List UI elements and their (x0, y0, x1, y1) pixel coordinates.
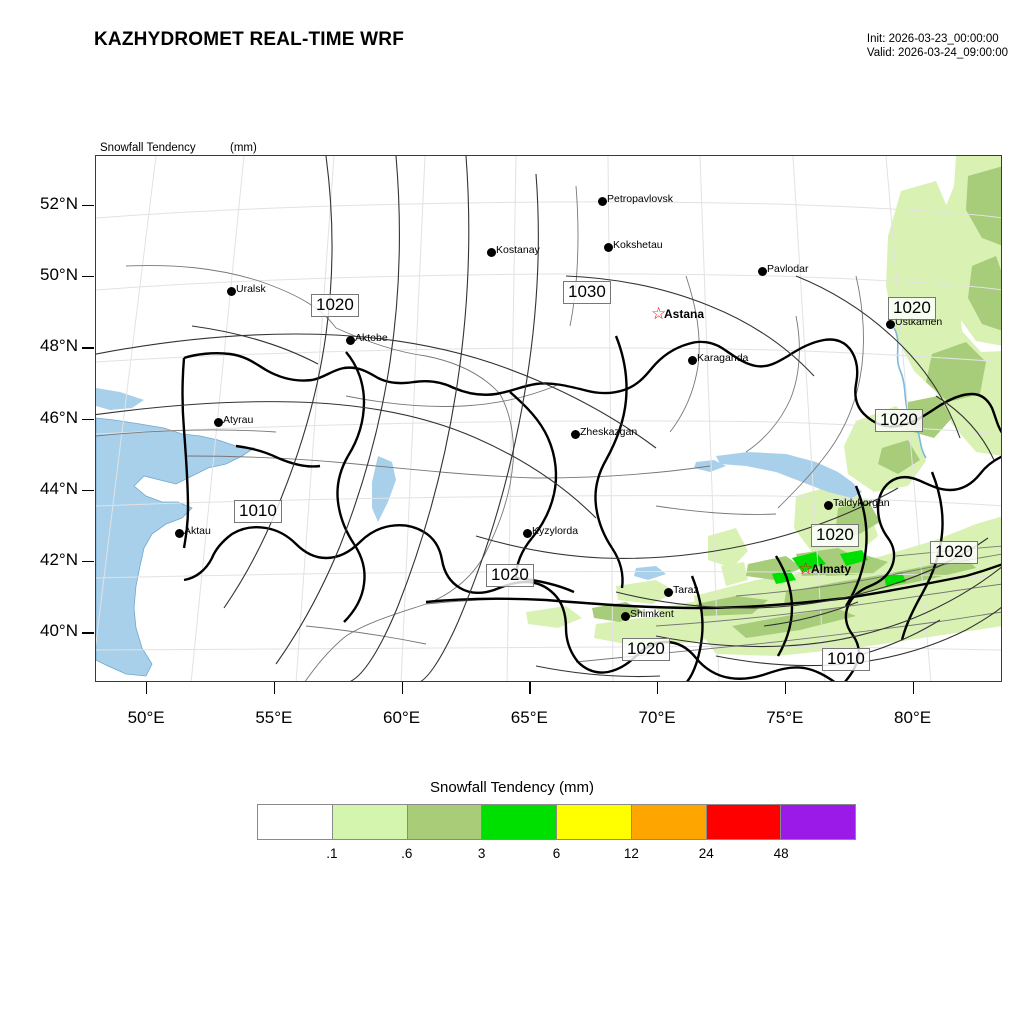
colorbar-tick: 6 (552, 846, 561, 861)
x-axis-tick-mark (912, 682, 914, 694)
y-axis-tick-mark (82, 489, 94, 492)
page-title: KAZHYDROMET REAL-TIME WRF (94, 29, 405, 50)
y-axis-tick-mark (82, 632, 94, 634)
variable-units-0: (mm) (230, 142, 257, 154)
y-axis-tick-label: 46°N (40, 407, 78, 427)
x-axis-tick-mark (401, 682, 403, 694)
colorbar-segment-0[interactable] (258, 805, 333, 839)
y-axis-tick-mark (82, 560, 94, 563)
colorbar-segment-4[interactable] (557, 805, 632, 839)
colorbar-title: Snowfall Tendency (mm) (430, 779, 594, 796)
x-axis-tick-mark (784, 682, 787, 694)
y-axis-tick-label: 44°N (40, 478, 78, 498)
y-axis-tick-label: 48°N (40, 336, 78, 356)
y-axis-tick-label: 52°N (40, 193, 78, 213)
pressure-isobars (96, 156, 1001, 681)
colorbar-tick: 48 (773, 846, 789, 861)
y-axis-tick-label: 42°N (40, 549, 78, 569)
x-axis-tick-label: 70°E (638, 708, 676, 727)
colorbar-tick: .6 (401, 846, 413, 861)
x-axis-tick-label: 50°E (127, 708, 165, 727)
y-axis-tick-label: 40°N (40, 621, 78, 641)
y-axis-tick-mark (82, 418, 94, 420)
colorbar-tick: 24 (698, 846, 714, 861)
colorbar-tick: 12 (623, 846, 639, 861)
water-bodies (96, 327, 927, 677)
y-axis-tick-mark (82, 276, 94, 278)
init-time: Init: 2026-03-23_00:00:00 (866, 33, 999, 45)
valid-time: Valid: 2026-03-24_09:00:00 (866, 47, 1008, 59)
model-run-info: Init: 2026-03-23_00:00:00 Valid: 2026-03… (867, 32, 1008, 60)
x-axis-tick-label: 75°E (766, 708, 804, 727)
colorbar-tick-labels: .1 .6 3 6 12 24 48 (257, 846, 856, 868)
colorbar-segment-2[interactable] (407, 805, 483, 839)
snowfall-shading-medium (592, 166, 1001, 638)
x-axis-tick-mark (529, 682, 531, 694)
map-plot-area[interactable] (95, 155, 1002, 682)
x-axis-tick-mark (146, 682, 148, 694)
x-axis-tick-mark (273, 682, 276, 694)
colorbar-segment-7[interactable] (781, 805, 855, 839)
map-canvas (96, 156, 1001, 681)
y-axis-tick-mark (82, 347, 94, 349)
colorbar-segment-3[interactable] (482, 805, 557, 839)
x-axis-tick-label: 60°E (383, 708, 421, 727)
x-axis-tick-mark (657, 682, 659, 694)
y-axis-tick-label: 50°N (40, 265, 78, 285)
variable-name-0: Snowfall Tendency (100, 142, 196, 154)
x-axis-tick-label: 65°E (510, 708, 548, 727)
colorbar[interactable] (257, 804, 856, 840)
x-axis-tick-label: 80°E (894, 708, 932, 727)
colorbar-segment-1[interactable] (332, 805, 408, 839)
y-axis-tick-mark (82, 204, 94, 207)
variable-row-0: Snowfall Tendency (mm) (100, 141, 258, 156)
colorbar-tick: 3 (477, 846, 486, 861)
colorbar-tick: .1 (326, 846, 338, 861)
colorbar-segment-6[interactable] (706, 805, 782, 839)
x-axis-tick-label: 55°E (255, 708, 293, 727)
colorbar-segment-5[interactable] (631, 805, 707, 839)
